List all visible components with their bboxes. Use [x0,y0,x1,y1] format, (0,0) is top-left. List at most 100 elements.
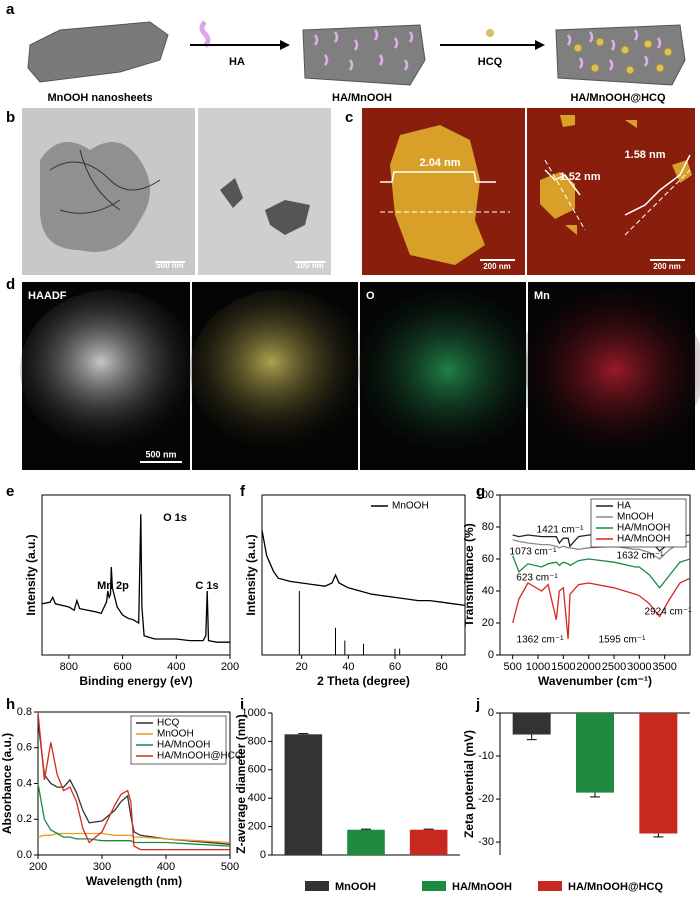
ha-chains [566,29,662,71]
series-line [512,555,691,589]
series-line [37,783,231,847]
arrow-head [535,40,545,50]
x-tick-label: 60 [389,661,401,673]
y-tick-label: 0 [488,707,494,719]
bar [409,829,448,855]
y-tick-label: -20 [478,793,494,805]
annotation: C 1s [195,580,218,592]
plot-frame [41,494,231,656]
y-tick-label: 0.4 [17,777,32,789]
y-tick-label: -30 [478,836,494,848]
x-axis-label: Binding energy (eV) [79,674,192,688]
height-label: 1.58 nm [625,149,666,161]
panel-label: d [6,276,15,293]
panel-label: b [6,109,15,126]
x-tick-label: 1500 [551,661,575,673]
bar [512,713,551,735]
profile-line [624,169,691,236]
reagent-label: HA [229,56,245,68]
legend-label: MnOOH [335,881,376,893]
channel-label: O [366,290,375,302]
y-axis-label: Zeta potential (mV) [462,730,476,838]
y-axis-label: Intensity (a.u.) [24,534,38,615]
y-tick-label: 0.0 [17,849,32,861]
panel-label: c [345,109,353,126]
series-line [41,514,230,643]
annotation: 1595 cm⁻¹ [599,635,647,646]
height-label: 1.52 nm [560,171,601,183]
y-tick-label: -10 [478,750,494,762]
hcq-particles [573,37,673,75]
x-tick-label: 400 [157,861,175,873]
panel-label: g [476,483,485,500]
y-tick-label: 200 [248,821,266,833]
y-tick-label: 0 [260,849,266,861]
ha-chains [313,29,414,71]
bar [347,829,385,855]
height-label: 2.04 nm [420,157,461,169]
legend-label: HA/MnOOH [452,881,512,893]
annotation: 1073 cm⁻¹ [510,547,558,558]
y-tick-label: 20 [482,617,494,629]
scale-label: 500 nm [156,261,184,270]
series-line [512,577,691,640]
panel-label: i [240,696,244,713]
afm-sheet [390,125,485,265]
x-tick-label: 1000 [526,661,550,673]
series-line [37,711,230,851]
channel-label: HAADF [28,290,67,302]
overlay-signal [190,290,370,450]
y-axis-label: Transmittance (%) [462,523,476,626]
panel-label: a [6,1,15,18]
scale-label: 200 nm [653,262,681,271]
x-tick-label: 500 [221,861,239,873]
x-tick-label: 200 [221,661,239,673]
bar [284,734,323,855]
y-axis-label: Absorbance (a.u.) [0,733,14,834]
legend-label: MnOOH [157,729,194,740]
hcq-icon [486,29,494,37]
bar [576,713,614,793]
legend-label: HA [617,501,631,512]
legend-label: HA/MnOOH [157,740,210,751]
series-line [512,539,691,560]
profile-line [544,159,586,231]
annotation: 1632 cm⁻¹ [617,551,665,562]
x-tick-label: 500 [503,661,521,673]
annotation: O 1s [163,512,187,524]
plot-frame [261,494,466,656]
series-line [512,534,691,552]
legend-label: HA/MnOOH [617,534,670,545]
step-label: HA/MnOOH@HCQ [570,92,665,104]
nanosheet [302,24,426,86]
x-axis-label: Wavenumber (cm⁻¹) [538,674,652,688]
y-tick-label: 600 [248,764,266,776]
y-tick-label: 0.6 [17,742,32,754]
x-tick-label: 3000 [627,661,651,673]
height-profile [544,169,581,196]
scale-label: 500 nm [145,449,176,459]
y-tick-label: 0.8 [17,706,32,718]
x-tick-label: 3500 [652,661,676,673]
y-tick-label: 400 [248,792,266,804]
legend-swatch [538,881,562,891]
panel-label: e [6,483,14,500]
x-tick-label: 800 [60,661,78,673]
x-tick-label: 80 [436,661,448,673]
reagent-label: HCQ [478,56,503,68]
x-axis-label: 2 Theta (degree) [317,674,410,688]
tem-image [198,108,331,275]
nanosheet [555,24,686,86]
x-tick-label: 200 [29,861,47,873]
x-tick-label: 2500 [602,661,626,673]
annotation: 1421 cm⁻¹ [537,525,585,536]
height-profile [624,154,691,216]
y-tick-label: 1000 [242,707,266,719]
x-tick-label: 20 [296,661,308,673]
x-tick-label: 2000 [576,661,600,673]
tem-sheets [49,149,161,214]
y-tick-label: 80 [482,521,494,533]
legend-label: HA/MnOOH@HCQ [568,881,663,893]
tem-sheets [220,178,310,235]
